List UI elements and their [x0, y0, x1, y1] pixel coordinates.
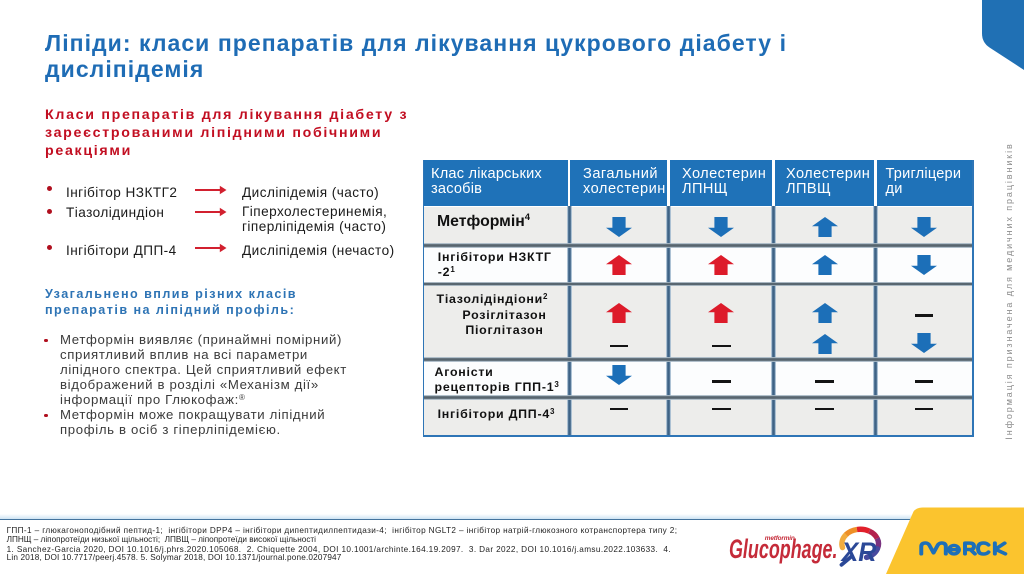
svg-text:metformin: metformin: [765, 535, 795, 542]
svg-text:Glucophage.: Glucophage.: [729, 534, 838, 564]
